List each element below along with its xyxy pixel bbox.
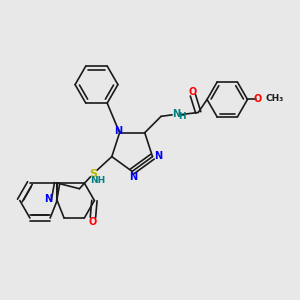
Text: O: O	[254, 94, 262, 104]
Text: N: N	[114, 126, 122, 136]
Text: N: N	[154, 151, 162, 161]
Text: O: O	[89, 217, 97, 227]
Text: CH₃: CH₃	[265, 94, 284, 103]
Text: N: N	[130, 172, 138, 182]
Text: NH: NH	[90, 176, 105, 184]
Text: N: N	[172, 109, 180, 119]
Text: N: N	[45, 194, 53, 204]
Text: H: H	[178, 112, 186, 121]
Text: S: S	[89, 169, 98, 179]
Text: O: O	[189, 87, 197, 97]
